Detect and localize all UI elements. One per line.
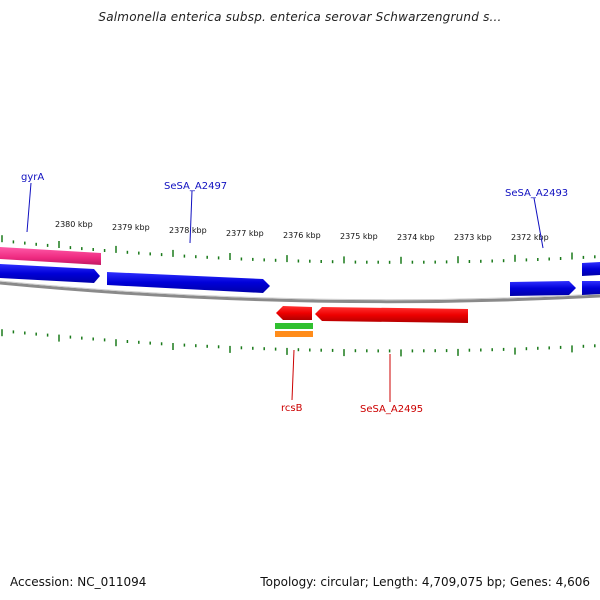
gene-forward-feature[interactable] xyxy=(0,264,100,283)
accession-text: Accession: NC_011094 xyxy=(10,575,147,589)
kbp-label: 2380 kbp xyxy=(55,220,93,229)
gene-label-gyrA[interactable]: gyrA xyxy=(21,172,44,183)
green-feature[interactable] xyxy=(275,323,313,329)
outer-tick-track xyxy=(1,235,596,264)
gene-forward-feature[interactable] xyxy=(582,281,600,295)
forward-strand-track xyxy=(0,247,600,296)
inner-tick-track xyxy=(1,329,596,357)
gene-SeSA_A2493-feature[interactable] xyxy=(510,281,576,296)
gene-label-SeSA_A2495[interactable]: SeSA_A2495 xyxy=(360,404,423,415)
kbp-scale: 2380 kbp 2379 kbp 2378 kbp 2377 kbp 2376… xyxy=(55,220,549,242)
kbp-label: 2376 kbp xyxy=(283,231,321,240)
gene-label-rcsB[interactable]: rcsB xyxy=(281,403,303,414)
gene-rcsB-feature[interactable] xyxy=(276,306,312,320)
genome-summary-text: Topology: circular; Length: 4,709,075 bp… xyxy=(260,575,590,589)
kbp-label: 2378 kbp xyxy=(169,226,207,235)
kbp-label: 2377 kbp xyxy=(226,229,264,238)
reverse-strand-track xyxy=(275,306,468,337)
gene-gyrA-feature[interactable] xyxy=(0,247,101,265)
gene-SeSA_A2495-feature[interactable] xyxy=(315,307,468,323)
page-title: Salmonella enterica subsp. enterica sero… xyxy=(98,10,502,24)
gene-SeSA_A2497-feature[interactable] xyxy=(107,272,270,293)
kbp-label: 2375 kbp xyxy=(340,232,378,241)
gene-label-SeSA_A2493[interactable]: SeSA_A2493 xyxy=(505,188,568,199)
kbp-label: 2374 kbp xyxy=(397,233,435,242)
gene-forward-feature[interactable] xyxy=(582,262,600,276)
genome-backbone xyxy=(0,281,600,304)
gene-labels: gyrA SeSA_A2497 SeSA_A2493 rcsB SeSA_A24… xyxy=(21,172,568,415)
orange-feature[interactable] xyxy=(275,331,313,337)
label-leaders xyxy=(26,182,544,402)
kbp-label: 2373 kbp xyxy=(454,233,492,242)
kbp-label: 2379 kbp xyxy=(112,223,150,232)
kbp-label: 2372 kbp xyxy=(511,233,549,242)
gene-label-SeSA_A2497[interactable]: SeSA_A2497 xyxy=(164,181,227,192)
genome-backbone-highlight xyxy=(0,280,600,301)
